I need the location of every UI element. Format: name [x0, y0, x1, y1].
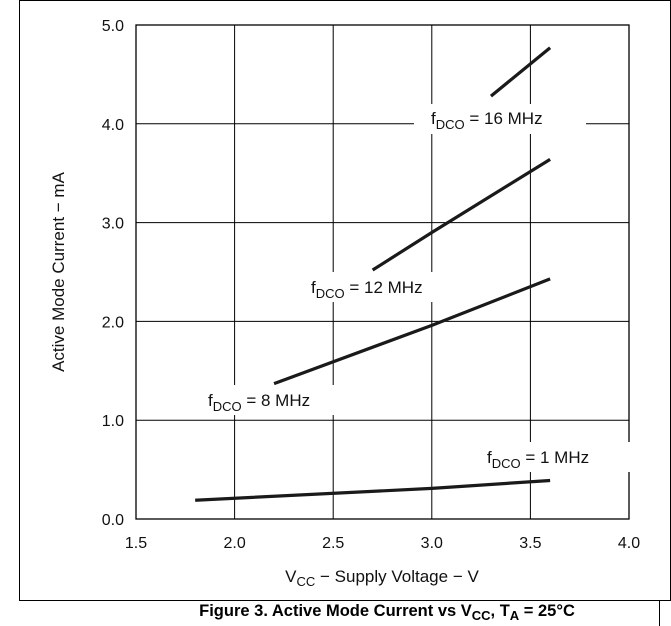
x-tick-label: 4.0: [618, 535, 640, 552]
x-axis-title-main: V: [285, 567, 297, 586]
series-line-1: [371, 158, 551, 272]
series-line-2: [273, 277, 551, 386]
y-tick-label: 1.0: [102, 413, 124, 430]
series-label-3: fDCO = 1 MHz: [487, 448, 589, 471]
x-axis-title-sub: CC: [297, 574, 316, 589]
series-label-0: fDCO = 16 MHz: [431, 109, 543, 132]
y-tick-label: 0.0: [102, 512, 124, 529]
y-tick-label: 2.0: [102, 314, 124, 331]
series-line-0: [489, 46, 552, 98]
x-axis-title: VCC − Supply Voltage − V: [285, 567, 479, 589]
series-label-background: [414, 104, 586, 134]
y-tick-label: 4.0: [102, 117, 124, 134]
y-axis-title: Active Mode Current − mA: [49, 171, 68, 371]
plot-area: [135, 24, 630, 520]
x-tick-label: 3.0: [421, 535, 443, 552]
x-tick-label: 2.5: [322, 535, 344, 552]
series-label-background: [300, 272, 462, 302]
y-tick-label: 3.0: [102, 216, 124, 233]
x-tick-label: 2.0: [223, 535, 245, 552]
series-label-1: fDCO = 12 MHz: [311, 278, 423, 301]
series-label-2: fDCO = 8 MHz: [208, 391, 310, 414]
figure-caption: Figure 3. Active Mode Current vs VCC, TA…: [199, 602, 575, 623]
y-tick-label: 5.0: [102, 18, 124, 35]
y-tick-labels: 0.0 1.0 2.0 3.0 4.0 5.0: [102, 18, 124, 529]
series-labels: fDCO = 16 MHz fDCO = 12 MHz fDCO = 8 MHz fD…: [198, 104, 634, 472]
x-tick-labels: 1.5 2.0 2.5 3.0 3.5 4.0: [125, 535, 640, 552]
x-tick-label: 3.5: [519, 535, 541, 552]
x-tick-label: 1.5: [125, 535, 147, 552]
series-line-3: [195, 478, 551, 502]
series-label-background: [474, 442, 634, 472]
series-label-background: [198, 385, 348, 415]
x-axis-title-rest: − Supply Voltage − V: [315, 567, 479, 586]
series-lines: [195, 46, 552, 502]
